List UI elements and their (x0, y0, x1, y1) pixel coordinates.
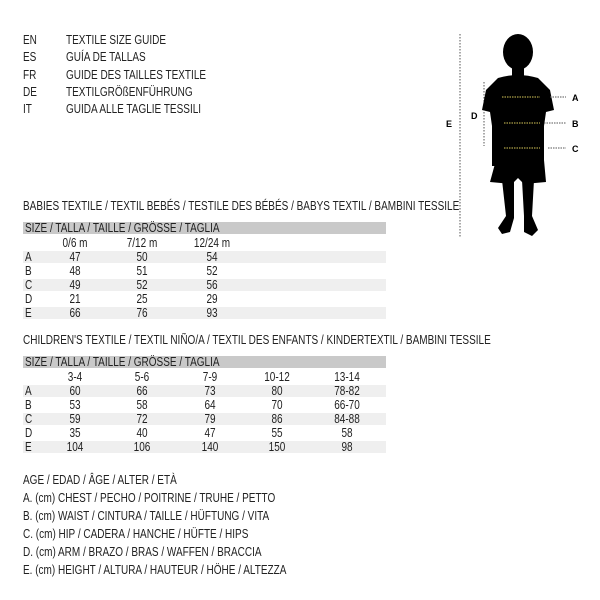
label-a: A (572, 93, 579, 103)
row-label: A (25, 384, 32, 398)
language-code: EN (23, 33, 37, 47)
table-cell: 98 (341, 440, 353, 454)
table-cell: 51 (136, 264, 148, 278)
legend-line: B. (cm) WAIST / CINTURA / TAILLE / HÜFTU… (23, 509, 270, 523)
table-cell: 47 (69, 250, 81, 264)
legend-line: D. (cm) ARM / BRAZO / BRAS / WAFFEN / BR… (23, 545, 262, 559)
table-cell: 35 (69, 426, 81, 440)
title-text: TEXTILE SIZE GUIDE (66, 33, 167, 47)
table-cell: 56 (206, 278, 218, 292)
label-e: E (446, 119, 452, 129)
column-header: 5-6 (134, 370, 150, 384)
row-label: D (25, 426, 33, 440)
row-label: B (25, 398, 32, 412)
table-cell: 55 (271, 426, 283, 440)
row-label: E (25, 306, 32, 320)
table-heading: BABIES TEXTILE / TEXTIL BEBÉS / TESTILE … (23, 199, 460, 213)
table-cell: 58 (341, 426, 353, 440)
column-header: 0/6 m (62, 236, 88, 250)
table-cell: 52 (206, 264, 218, 278)
table-cell: 64 (204, 398, 216, 412)
silhouette (482, 34, 554, 236)
language-code: ES (23, 50, 37, 65)
size-header-band (23, 356, 386, 368)
table-cell: 72 (136, 412, 148, 426)
table-cell: 49 (69, 278, 81, 292)
legend-line: AGE / EDAD / ÂGE / ALTER / ETÀ (23, 473, 177, 487)
column-header: 3-4 (67, 370, 83, 384)
title-text: GUIDA ALLE TAGLIE TESSILI (66, 102, 202, 117)
row-label: D (25, 292, 33, 306)
table-cell: 47 (204, 426, 216, 440)
column-header: 12/24 m (193, 236, 231, 250)
column-header: 7/12 m (126, 236, 158, 250)
table-cell: 21 (69, 292, 81, 306)
table-cell: 52 (136, 278, 148, 292)
table-cell: 25 (136, 292, 148, 306)
language-code: IT (23, 102, 32, 117)
label-d: D (471, 111, 478, 121)
row-label: C (25, 412, 33, 426)
table-cell: 66-70 (334, 398, 360, 412)
table-cell: 78-82 (334, 384, 360, 398)
row-shade (23, 251, 386, 263)
table-cell: 66 (136, 384, 148, 398)
title-text: GUÍA DE TALLAS (66, 50, 146, 65)
table-cell: 29 (206, 292, 218, 306)
title-text: GUIDE DES TAILLES TEXTILE (66, 67, 207, 82)
table-heading: CHILDREN'S TEXTILE / TEXTIL NIÑO/A / TEX… (23, 333, 491, 347)
table-cell: 93 (206, 306, 218, 320)
table-cell: 58 (136, 398, 148, 412)
table-cell: 40 (136, 426, 148, 440)
table-cell: 86 (271, 412, 283, 426)
row-shade (23, 441, 386, 453)
size-header: SIZE / TALLA / TAILLE / GRÖSSE / TAGLIA (25, 221, 220, 235)
child-silhouette-figure: A B C D E (446, 34, 579, 238)
table-cell: 76 (136, 306, 148, 320)
table-cell: 66 (69, 306, 81, 320)
legend-line: E. (cm) HEIGHT / ALTURA / HAUTEUR / HÖHE… (23, 563, 287, 577)
table-cell: 150 (268, 440, 286, 454)
table-cell: 80 (271, 384, 283, 398)
legend-line: A. (cm) CHEST / PECHO / POITRINE / TRUHE… (23, 491, 276, 505)
row-label: C (25, 278, 33, 292)
row-shade (23, 307, 386, 319)
column-header: 7-9 (202, 370, 218, 384)
row-label: E (25, 440, 32, 454)
label-b: B (572, 119, 579, 129)
row-shade (23, 385, 386, 397)
column-header: 10-12 (264, 370, 290, 384)
table-cell: 73 (204, 384, 216, 398)
row-shade (23, 413, 386, 425)
language-code: DE (23, 84, 37, 99)
title-text: TEXTILGRÖßENFÜHRUNG (66, 84, 193, 99)
table-cell: 140 (201, 440, 219, 454)
row-label: B (25, 264, 32, 278)
table-cell: 48 (69, 264, 81, 278)
table-cell: 50 (136, 250, 148, 264)
legend-line: C. (cm) HIP / CADERA / HANCHE / HÜFTE / … (23, 527, 249, 541)
table-cell: 60 (69, 384, 81, 398)
table-cell: 84-88 (334, 412, 360, 426)
table-cell: 106 (133, 440, 151, 454)
language-code: FR (23, 67, 37, 82)
column-header: 13-14 (334, 370, 360, 384)
table-cell: 104 (66, 440, 84, 454)
table-cell: 59 (69, 412, 81, 426)
table-cell: 53 (69, 398, 81, 412)
size-header-band (23, 222, 386, 234)
row-label: A (25, 250, 32, 264)
table-cell: 54 (206, 250, 218, 264)
label-c: C (572, 144, 579, 154)
row-shade (23, 279, 386, 291)
size-header: SIZE / TALLA / TAILLE / GRÖSSE / TAGLIA (25, 355, 220, 369)
table-cell: 70 (271, 398, 283, 412)
table-cell: 79 (204, 412, 216, 426)
